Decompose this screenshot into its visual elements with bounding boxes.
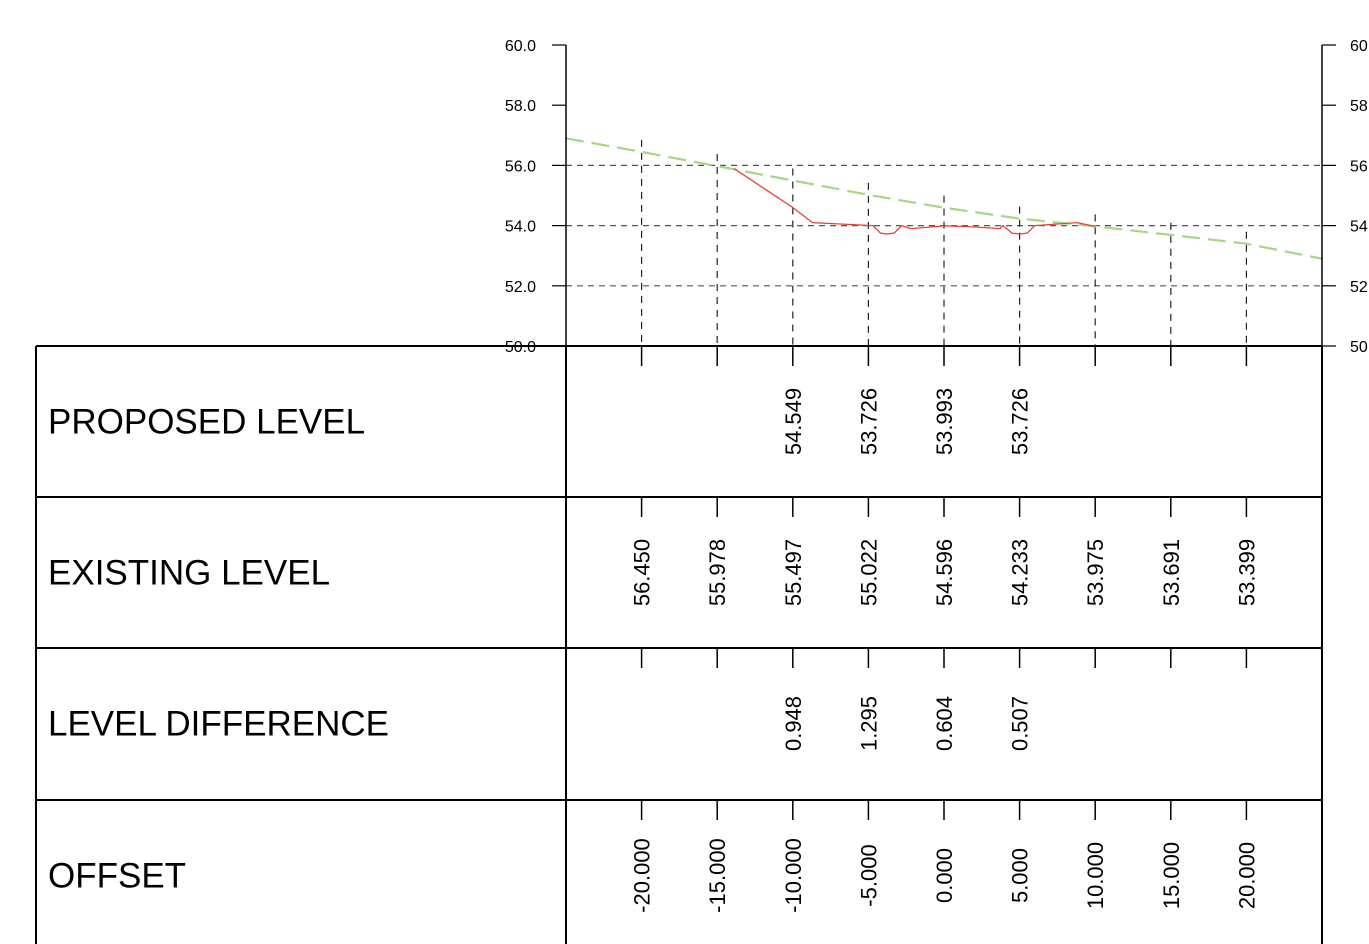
right-axis-tick-label: 54.0 (1350, 219, 1369, 236)
right-axis-tick-label: 56.0 (1350, 158, 1369, 175)
table-cell-value: -15.000 (705, 838, 730, 913)
left-axis-tick-label: 54.0 (505, 219, 536, 236)
table-cell-value: 54.549 (781, 388, 806, 455)
table-cell-value: 53.399 (1234, 539, 1259, 606)
left-axis-tick-label: 58.0 (505, 98, 536, 115)
table-cell-value: 54.596 (932, 539, 957, 606)
table-cell-value: 5.000 (1008, 848, 1033, 903)
table-cell-value: 0.507 (1008, 696, 1033, 751)
right-axis-tick-label: 60 (1350, 38, 1368, 55)
table-cell-value: 0.000 (932, 848, 957, 903)
table-cell-value: 10.000 (1083, 842, 1108, 909)
row-label: OFFSET (48, 857, 186, 896)
table-cell-value: 56.450 (630, 539, 655, 606)
left-axis-tick-label: 50.0 (505, 339, 536, 356)
table-cell-value: -10.000 (781, 838, 806, 913)
right-axis-tick-label: 50 (1350, 339, 1368, 356)
right-axis-tick-label: 52.0 (1350, 279, 1369, 296)
table-cell-value: 55.022 (856, 539, 881, 606)
left-axis-tick-label: 52.0 (505, 279, 536, 296)
table-cell-value: 1.295 (856, 696, 881, 751)
data-table: PROPOSED LEVEL 54.549 53.726 53.993 53.726 EX… (35, 345, 1323, 944)
table-cell-value: -20.000 (630, 838, 655, 913)
table-cell-value: 55.978 (705, 539, 730, 606)
table-cell-value: 53.726 (1008, 388, 1033, 455)
table-cell-value: -5.000 (856, 844, 881, 906)
gridlines-layer (566, 139, 1322, 346)
table-cell-value: 53.975 (1083, 539, 1108, 606)
table-cell-value: 53.691 (1159, 539, 1184, 606)
left-axis-tick-label: 56.0 (505, 158, 536, 175)
existing-level-line (565, 137, 1323, 260)
proposed-level-line (733, 167, 1096, 235)
table-cell-value: 55.497 (781, 539, 806, 606)
table-cell-value: 53.993 (932, 388, 957, 455)
left-axis-tick-label: 60.0 (505, 38, 536, 55)
profile-lines-layer (565, 137, 1323, 260)
right-axis-tick-label: 58.0 (1350, 98, 1369, 115)
axes-layer: 60.0 60 58.0 58.0 56.0 56.0 54.0 54.0 52.0 52.0 50… (505, 38, 1369, 356)
table-cell-value: 0.948 (781, 696, 806, 751)
row-label: PROPOSED LEVEL (48, 403, 365, 442)
table-cell-value: 0.604 (932, 696, 957, 751)
row-label: EXISTING LEVEL (48, 554, 330, 593)
row-label: LEVEL DIFFERENCE (48, 705, 389, 744)
table-cell-value: 20.000 (1234, 842, 1259, 909)
table-cell-value: 15.000 (1159, 842, 1184, 909)
table-cell-value: 53.726 (856, 388, 881, 455)
table-cell-value: 54.233 (1008, 539, 1033, 606)
